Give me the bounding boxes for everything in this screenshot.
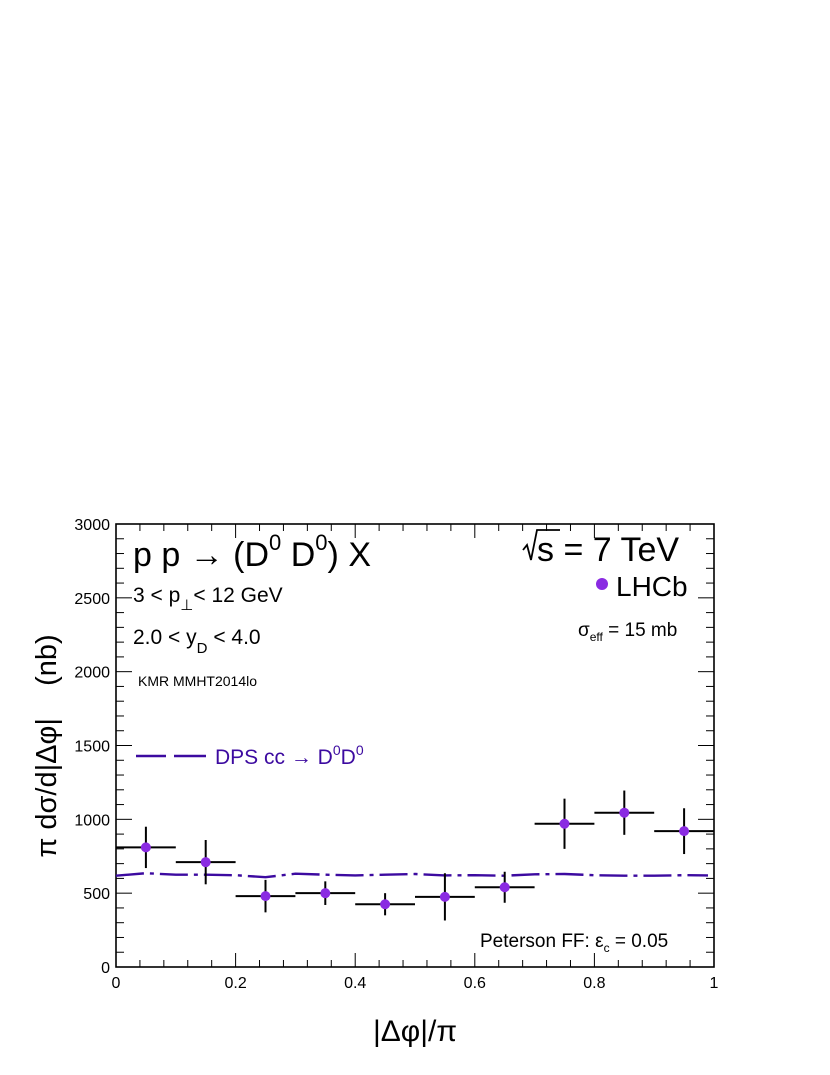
data-point [594,790,655,835]
sqrt-sign [522,529,560,561]
pt-cut-right: < 12 GeV [193,584,282,607]
data-marker [380,899,391,910]
process-main: p p → (D [133,536,269,574]
data-marker [200,857,211,868]
x-tick-label: 0.8 [583,975,605,992]
rapidity-cut-left: 2.0 < y [133,626,197,649]
data-point [415,873,475,921]
pt-cut-sub: ⊥ [180,597,193,614]
y-tick-label: 500 [83,886,110,903]
data-point [474,871,535,903]
y-tick-label: 3000 [74,517,110,534]
legend-dps-sup2: 0 [356,742,364,758]
data-point [534,798,595,849]
data-marker [260,891,271,902]
x-tick-label: 0 [112,975,121,992]
legend-dps-sup1: 0 [333,742,341,758]
data-marker [320,888,331,899]
y-tick-label: 1500 [74,739,110,756]
legend-dps-mid: D [341,746,356,769]
fragmentation-sub: c [604,941,610,955]
dps-curve [115,871,709,879]
pt-cut-left: 3 < p [133,584,180,607]
energy-label: s = 7 TeV [522,529,679,569]
sigma-eff-label: σeff = 15 mb [578,620,677,644]
sigma-eff-sub: eff [590,630,604,644]
rapidity-cut-sub: D [197,640,208,657]
legend-lhcb-label: LHCb [616,571,688,602]
rapidity-cut-label: 2.0 < yD < 4.0 [133,626,261,657]
sigma-eff-right: = 15 mb [603,620,677,641]
pt-cut-label: 3 < p⊥< 12 GeV [133,584,283,614]
process-sup1: 0 [269,530,281,555]
data-point [175,840,236,885]
data-marker [679,826,690,837]
y-tick-label: 1000 [74,812,110,829]
data-point [235,879,296,913]
data-point [116,826,176,869]
x-tick-label: 0.6 [464,975,486,992]
data-point [654,808,714,855]
fragmentation-label: Peterson FF: εc = 0.05 [480,931,668,955]
data-marker [140,842,151,853]
x-axis-title: |Δφ|/π [373,1015,457,1048]
x-tick-label: 1 [710,975,719,992]
process-end: ) X [328,536,371,574]
dps-curve-line [115,871,709,879]
energy-text: s = 7 TeV [537,531,679,569]
data-point [355,893,415,916]
axis-tick-labels: 0 0.2 0.4 0.6 0.8 1 0 500 1000 1500 2000 2500 3000 [74,517,718,992]
data-marker [439,891,450,902]
sigma-eff-main: σ [578,620,590,641]
y-tick-label: 0 [101,960,110,977]
data-marker [499,882,510,893]
x-tick-label: 0.2 [224,975,246,992]
y-axis-title: π dσ/d|Δφ| (nb) [31,634,63,857]
axis-ticks [115,523,715,968]
data-marker [559,818,570,829]
data-marker [619,807,630,818]
x-tick-label: 0.4 [344,975,366,992]
fragmentation-right: = 0.05 [610,931,669,952]
y-tick-label: 2500 [74,591,110,608]
legend-lhcb-marker [596,578,608,590]
data-point [295,881,356,905]
rapidity-cut-right: < 4.0 [207,626,260,649]
legend-dps-label: DPS cc → D0D0 [215,742,364,769]
model-label: KMR MMHT2014lo [138,673,257,689]
lhcb-data-points [116,790,714,921]
legend-dps-main: DPS cc → D [215,746,333,769]
process-mid: D [281,536,315,574]
fragmentation-left: Peterson FF: ε [480,931,604,952]
process-sup2: 0 [315,530,327,555]
process-label: p p → (D0 D0) X [133,530,371,574]
y-tick-label: 2000 [74,665,110,682]
